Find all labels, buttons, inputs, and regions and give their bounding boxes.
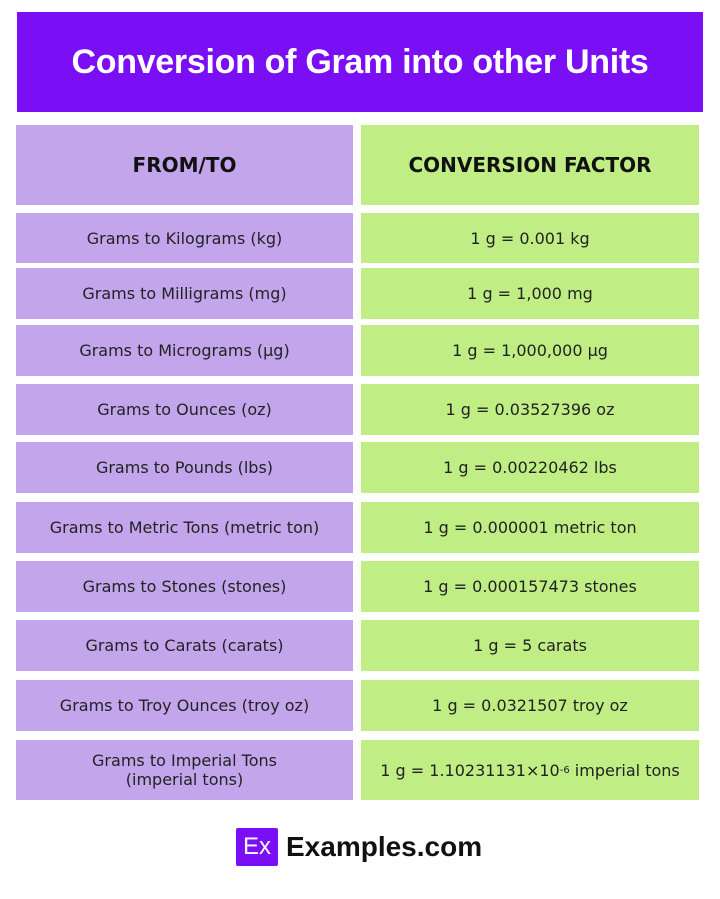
from-to-cell: Grams to Ounces (oz) xyxy=(16,384,353,435)
logo-mark: Ex xyxy=(236,828,278,866)
factor-cell: 1 g = 0.000157473 stones xyxy=(361,561,699,612)
factor-cell: 1 g = 1,000,000 µg xyxy=(361,325,699,376)
from-to-cell: Grams to Kilograms (kg) xyxy=(16,213,353,263)
factor-cell: 1 g = 0.001 kg xyxy=(361,213,699,263)
from-to-cell: Grams to Pounds (lbs) xyxy=(16,442,353,493)
table-row: Grams to Stones (stones) 1 g = 0.0001574… xyxy=(0,561,720,612)
factor-cell: 1 g = 0.00220462 lbs xyxy=(361,442,699,493)
table-row: Grams to Milligrams (mg) 1 g = 1,000 mg xyxy=(0,268,720,319)
from-to-cell: Grams to Imperial Tons (imperial tons) xyxy=(16,740,353,800)
table-row: Grams to Kilograms (kg) 1 g = 0.001 kg xyxy=(0,213,720,263)
table-row: Grams to Carats (carats) 1 g = 5 carats xyxy=(0,620,720,671)
from-to-cell: Grams to Stones (stones) xyxy=(16,561,353,612)
factor-cell: 1 g = 0.03527396 oz xyxy=(361,384,699,435)
from-to-cell: Grams to Milligrams (mg) xyxy=(16,268,353,319)
factor-cell: 1 g = 1.10231131×10 -6 imperial tons xyxy=(361,740,699,800)
from-to-cell: Grams to Troy Ounces (troy oz) xyxy=(16,680,353,731)
factor-cell: 1 g = 1,000 mg xyxy=(361,268,699,319)
table-row: Grams to Micrograms (µg) 1 g = 1,000,000… xyxy=(0,325,720,376)
header-conversion-factor: CONVERSION FACTOR xyxy=(361,125,699,205)
factor-cell: 1 g = 0.0321507 troy oz xyxy=(361,680,699,731)
factor-exponent: -6 xyxy=(559,764,570,776)
table-header: FROM/TO CONVERSION FACTOR xyxy=(0,125,720,205)
table-row: Grams to Pounds (lbs) 1 g = 0.00220462 l… xyxy=(0,442,720,493)
header-from-to: FROM/TO xyxy=(16,125,353,205)
brand-name: Examples.com xyxy=(286,831,483,862)
from-to-cell: Grams to Metric Tons (metric ton) xyxy=(16,502,353,553)
table-row: Grams to Metric Tons (metric ton) 1 g = … xyxy=(0,502,720,553)
page-title: Conversion of Gram into other Units xyxy=(17,12,703,112)
factor-cell: 1 g = 0.000001 metric ton xyxy=(361,502,699,553)
from-to-cell: Grams to Carats (carats) xyxy=(16,620,353,671)
table-row: Grams to Ounces (oz) 1 g = 0.03527396 oz xyxy=(0,384,720,435)
factor-prefix: 1 g = 1.10231131×10 xyxy=(380,760,560,780)
from-to-cell: Grams to Micrograms (µg) xyxy=(16,325,353,376)
examples-logo: Ex Examples.com xyxy=(236,828,482,866)
table-row: Grams to Imperial Tons (imperial tons) 1… xyxy=(0,740,720,800)
factor-cell: 1 g = 5 carats xyxy=(361,620,699,671)
table-row: Grams to Troy Ounces (troy oz) 1 g = 0.0… xyxy=(0,680,720,731)
factor-suffix: imperial tons xyxy=(569,760,680,780)
